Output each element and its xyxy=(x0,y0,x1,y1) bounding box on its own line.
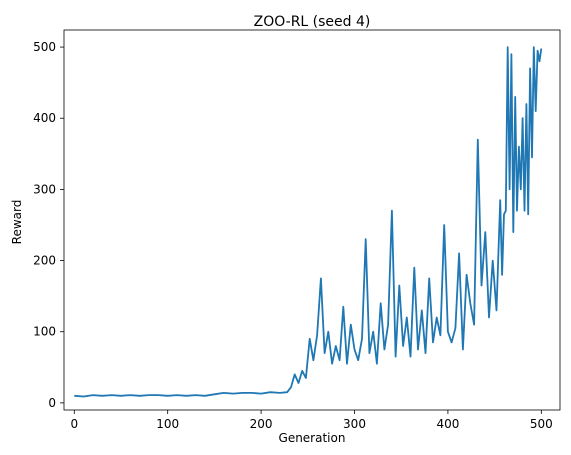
chart-title: ZOO-RL (seed 4) xyxy=(254,14,371,30)
x-tick-label: 500 xyxy=(530,417,553,431)
x-tick-label: 200 xyxy=(250,417,273,431)
x-tick-label: 100 xyxy=(156,417,179,431)
x-axis-ticks: 0 100 200 300 400 500 xyxy=(70,410,552,431)
y-tick-label: 500 xyxy=(33,40,56,54)
y-tick-label: 100 xyxy=(33,325,56,339)
y-tick-label: 300 xyxy=(33,182,56,196)
y-tick-label: 0 xyxy=(48,396,56,410)
x-tick-label: 300 xyxy=(343,417,366,431)
x-tick-label: 0 xyxy=(70,417,78,431)
y-axis-label: Reward xyxy=(10,200,24,245)
y-tick-label: 400 xyxy=(33,111,56,125)
y-axis-ticks: 0 100 200 300 400 500 xyxy=(33,40,64,410)
plot-area: 0 100 200 300 400 500 0 100 200 300 400 500 xyxy=(33,30,560,431)
x-tick-label: 400 xyxy=(436,417,459,431)
y-tick-label: 200 xyxy=(33,254,56,268)
x-axis-label: Generation xyxy=(279,431,346,445)
